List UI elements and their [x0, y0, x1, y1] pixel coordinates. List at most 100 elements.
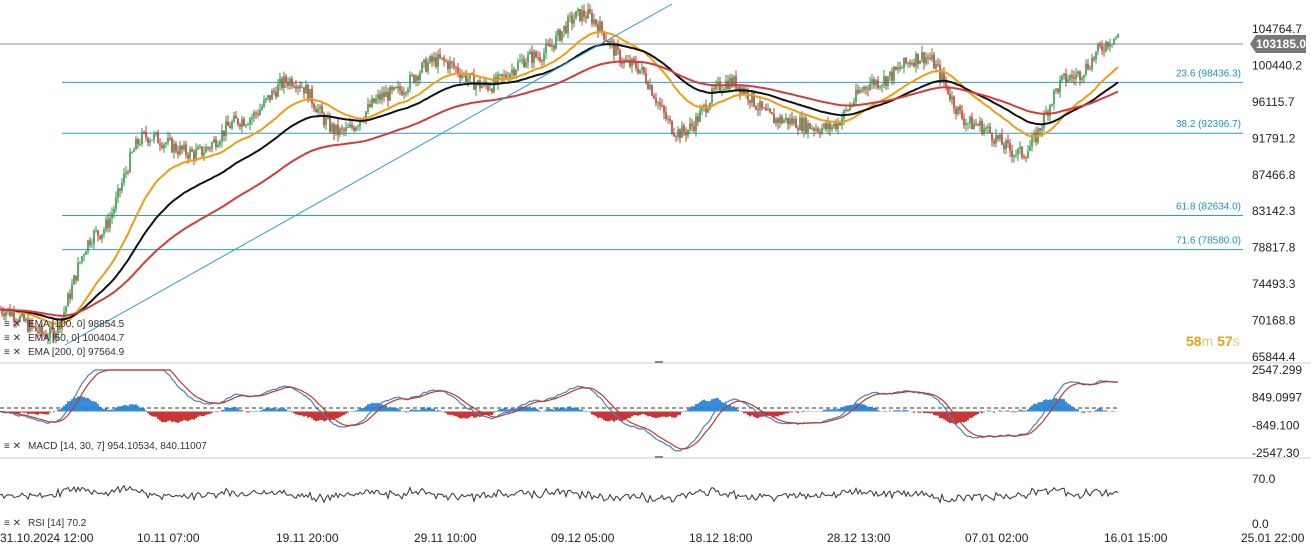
candle-body: [149, 140, 151, 143]
candle-body: [129, 152, 131, 173]
candle-body: [95, 230, 97, 232]
macd-hist-bar: [999, 410, 1001, 412]
candle-body: [951, 96, 953, 100]
macd-hist-bar: [573, 408, 575, 412]
macd-hist-bar: [81, 396, 83, 412]
macd-hist-bar: [37, 411, 39, 415]
candle-body: [1111, 43, 1113, 45]
macd-hist-bar: [33, 411, 35, 414]
price-tick-label: 74493.3: [1252, 277, 1296, 291]
macd-hist-bar: [469, 411, 471, 417]
legend-icon[interactable]: ≡ ✕: [4, 347, 21, 358]
macd-hist-bar: [1043, 400, 1045, 412]
candle-body: [837, 121, 839, 130]
candle-body: [559, 29, 561, 41]
candle-body: [1039, 128, 1041, 131]
macd-hist-bar: [563, 407, 565, 412]
candle-body: [665, 112, 667, 120]
candle-body: [295, 86, 297, 89]
candle-body: [649, 85, 651, 89]
macd-hist-bar: [977, 411, 979, 415]
candle-body: [855, 89, 857, 102]
candle-body: [233, 115, 235, 122]
candle-body: [663, 105, 665, 113]
candle-body: [1073, 77, 1075, 80]
candle-body: [607, 40, 609, 44]
candle-body: [617, 45, 619, 51]
candle-body: [587, 9, 589, 19]
candle-body: [151, 139, 153, 141]
macd-hist-bar: [763, 411, 765, 417]
candle-body: [409, 74, 411, 89]
macd-hist-bar: [943, 411, 945, 420]
legend-icon[interactable]: ≡ ✕: [4, 333, 21, 344]
macd-hist-bar: [391, 407, 393, 412]
legend-icon[interactable]: ≡ ✕: [4, 441, 21, 452]
price-tick-label: 78817.8: [1252, 241, 1296, 255]
candle-body: [291, 78, 293, 87]
macd-hist-bar: [589, 411, 591, 413]
candle-body: [275, 91, 277, 97]
candle-body: [297, 86, 299, 89]
panel-resize-handle[interactable]: [655, 456, 663, 458]
time-tick-label: 10.11 07:00: [137, 531, 200, 545]
price-tick-label: 70168.8: [1252, 314, 1296, 328]
legend-ema-100: ≡ ✕ EMA [100, 0] 98854.5: [4, 319, 125, 330]
candle-body: [5, 311, 7, 317]
macd-hist-bar: [429, 407, 431, 412]
macd-hist-bar: [821, 410, 823, 412]
candle-body: [217, 144, 219, 148]
panel-resize-handle[interactable]: [655, 361, 663, 363]
macd-hist-bar: [1081, 411, 1083, 413]
candle-body: [589, 9, 591, 14]
candle-body: [729, 77, 731, 90]
macd-hist-bar: [771, 411, 773, 416]
macd-hist-bar: [1087, 411, 1089, 413]
legend-ema-200: ≡ ✕ EMA [200, 0] 97564.9: [4, 347, 125, 358]
macd-hist-bar: [939, 411, 941, 419]
candle-body: [603, 31, 605, 40]
candle-body: [171, 138, 173, 153]
macd-hist-bar: [299, 411, 301, 416]
macd-hist-bar: [773, 411, 775, 417]
candle-body: [293, 86, 295, 88]
macd-hist-bar: [751, 411, 753, 416]
candle-body: [79, 261, 81, 263]
macd-hist-bar: [261, 410, 263, 412]
macd-hist-bar: [341, 411, 343, 416]
macd-panel: [0, 369, 1120, 452]
candle-body: [85, 251, 87, 255]
macd-hist-bar: [591, 411, 593, 415]
candle-body: [43, 333, 45, 335]
macd-hist-bar: [981, 411, 983, 414]
candle-body: [551, 45, 553, 47]
rsi-axis: 70.0 0.0: [1252, 472, 1276, 531]
macd-hist-bar: [1073, 407, 1075, 412]
trend-line[interactable]: [64, 3, 673, 346]
candle-body: [673, 133, 675, 137]
macd-hist-bar: [1097, 408, 1099, 412]
candle-body: [499, 74, 501, 76]
macd-hist-bar: [421, 408, 423, 412]
macd-hist-bar: [239, 410, 241, 412]
candle-body: [221, 130, 223, 142]
candle-body: [157, 132, 159, 144]
candle-body: [33, 326, 35, 328]
macd-hist-bar: [671, 411, 673, 418]
candle-body: [89, 240, 91, 245]
candle-body: [801, 117, 803, 132]
legend-icon[interactable]: ≡ ✕: [4, 319, 21, 330]
candle-body: [811, 128, 813, 130]
candle-body: [561, 31, 563, 41]
macd-hist-bar: [741, 411, 743, 413]
legend-icon[interactable]: ≡ ✕: [4, 518, 21, 529]
candle-body: [161, 145, 163, 148]
candle-body: [277, 84, 279, 97]
macd-hist-bar: [1063, 399, 1065, 412]
macd-hist-bar: [171, 411, 173, 423]
candle-body: [687, 129, 689, 136]
price-legend: ≡ ✕ EMA [100, 0] 98854.5 ≡ ✕ EMA [50, 0]…: [4, 319, 125, 358]
candle-body: [15, 320, 17, 322]
macd-hist-bar: [865, 405, 867, 412]
